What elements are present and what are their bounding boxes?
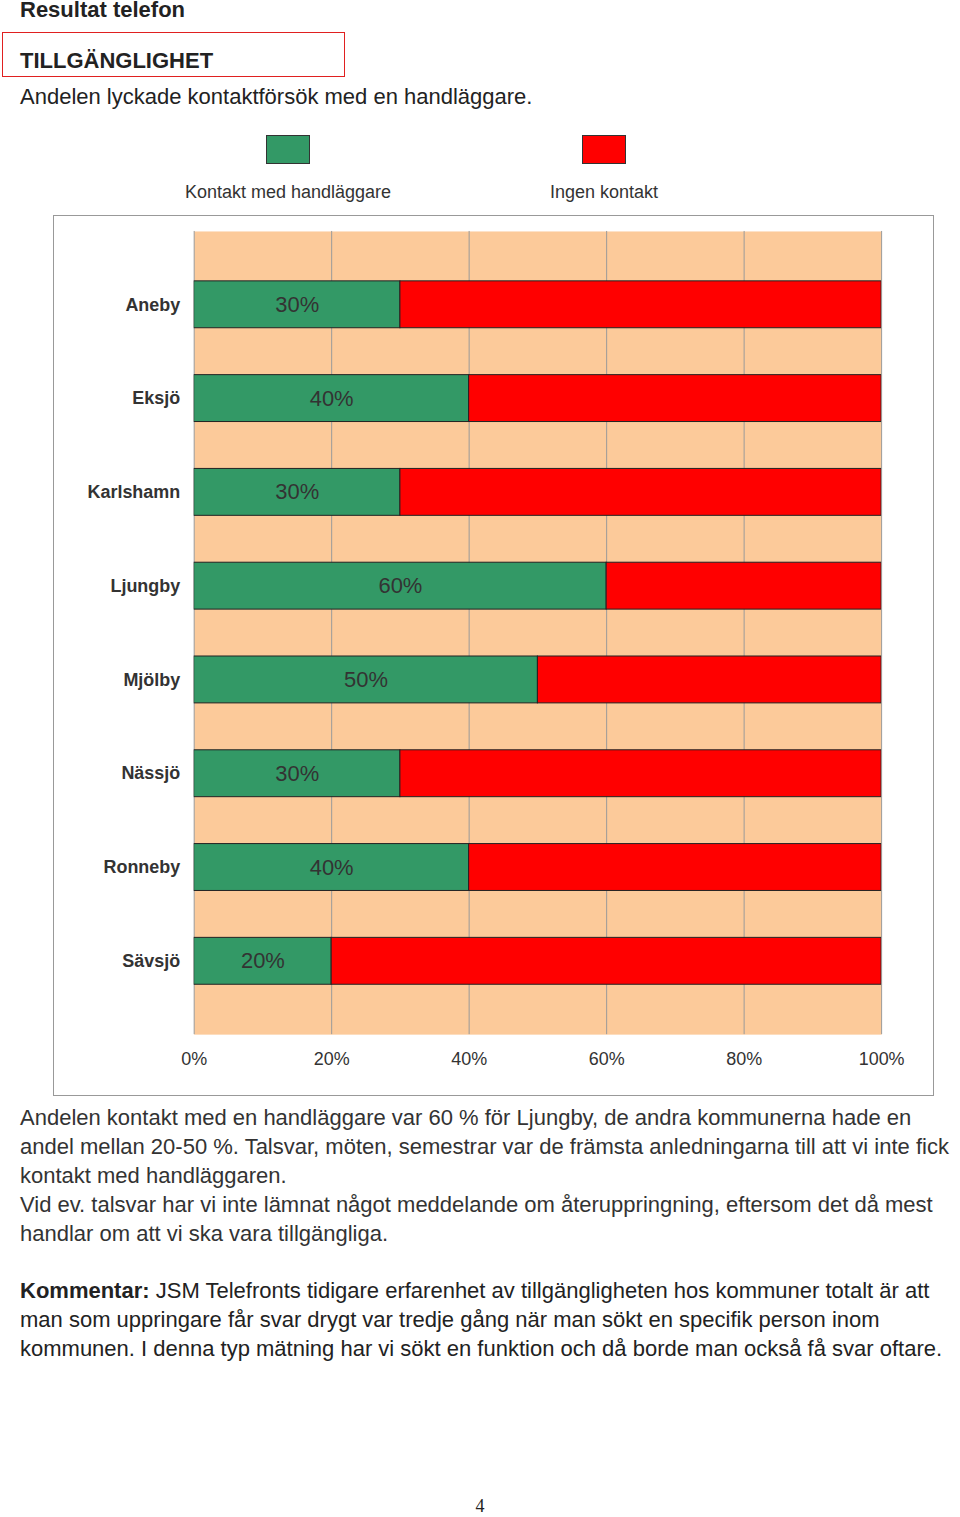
- svg-text:Sävsjö: Sävsjö: [122, 951, 180, 971]
- svg-text:Aneby: Aneby: [125, 295, 180, 315]
- svg-text:40%: 40%: [451, 1049, 487, 1069]
- svg-text:Ronneby: Ronneby: [103, 857, 180, 877]
- html-text:Vid ev. talsvar har vi inte lä: Vid ev. talsvar har vi inte lämnat något…: [20, 1192, 933, 1246]
- svg-text:Karlshamn: Karlshamn: [87, 482, 180, 502]
- html-text:Ingen kontakt: Ingen kontakt: [550, 182, 658, 202]
- svg-text:30%: 30%: [275, 292, 319, 317]
- svg-text:Ljungby: Ljungby: [110, 576, 180, 596]
- svg-text:40%: 40%: [310, 386, 354, 411]
- svg-text:60%: 60%: [589, 1049, 625, 1069]
- svg-text:60%: 60%: [378, 573, 422, 598]
- svg-text:20%: 20%: [314, 1049, 350, 1069]
- svg-text:30%: 30%: [275, 479, 319, 504]
- svg-text:20%: 20%: [241, 948, 285, 973]
- svg-text:40%: 40%: [310, 855, 354, 880]
- svg-text:0%: 0%: [181, 1049, 207, 1069]
- html-text:Kommentar: JSM Telefronts tidi: Kommentar: JSM Telefronts tidigare erfar…: [20, 1278, 943, 1361]
- svg-text:80%: 80%: [726, 1049, 762, 1069]
- html-text:Andelen kontakt med en handläg: Andelen kontakt med en handläggare var 6…: [20, 1105, 949, 1188]
- html-text:4: 4: [475, 1496, 485, 1516]
- svg-text:Mjölby: Mjölby: [123, 670, 180, 690]
- html-text:Kontakt med handläggare: Kontakt med handläggare: [184, 182, 392, 202]
- svg-text:Eksjö: Eksjö: [132, 388, 180, 408]
- html-text:TILLGÄNGLIGHET: TILLGÄNGLIGHET: [20, 48, 214, 73]
- svg-text:Nässjö: Nässjö: [121, 763, 180, 783]
- svg-text:50%: 50%: [344, 667, 388, 692]
- svg-text:100%: 100%: [859, 1049, 905, 1069]
- html-text:Andelen lyckade kontaktförsök: Andelen lyckade kontaktförsök med en han…: [20, 84, 533, 109]
- svg-text:30%: 30%: [275, 761, 319, 786]
